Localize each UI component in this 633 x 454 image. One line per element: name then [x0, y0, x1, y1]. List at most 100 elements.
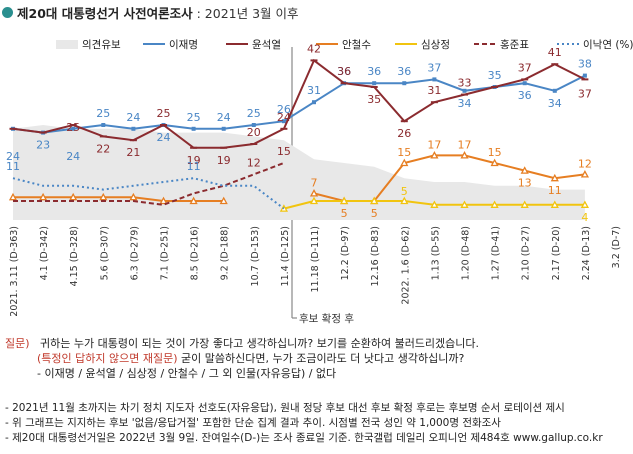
data-label-윤석열-13: 26 [397, 127, 411, 140]
question-options: - 이재명 / 윤석열 / 심상정 / 안철수 / 그 외 인물(자유응답) /… [37, 367, 337, 380]
point-이재명-7 [221, 126, 226, 131]
x-tick-label-20: 3.2 (D-7) [611, 226, 622, 268]
data-label-윤석열-12: 35 [367, 93, 381, 106]
point-안철수-1 [39, 192, 48, 201]
point-안철수-7 [219, 196, 228, 205]
x-tick-label-18: 2.17 (D-20) [551, 226, 562, 280]
x-tick-label-13: 2022. 1.6 (D-62) [400, 226, 411, 305]
question-requery: (특정인 답하지 않으면 재질문) [37, 352, 178, 365]
data-label-이재명-14: 37 [427, 61, 441, 74]
data-label-윤석열-8: 20 [247, 126, 261, 139]
x-tick-label-17: 2.10 (D-27) [521, 226, 532, 280]
point-이재명-4 [131, 126, 136, 131]
data-label-이재명-15: 34 [458, 97, 472, 110]
data-label-홍준표-9: 15 [277, 145, 291, 158]
series-line-윤석열-0 [12, 58, 586, 149]
legend-label-이재명: 이재명 [169, 39, 198, 51]
data-label-윤석열-17: 37 [518, 61, 532, 74]
data-label-윤석열-6: 19 [187, 154, 201, 167]
data-label-윤석열-18: 41 [548, 46, 562, 59]
point-이재명-13 [402, 81, 407, 86]
point-심상정-17 [520, 200, 529, 208]
data-label-이재명-4: 24 [126, 111, 140, 124]
data-label-이재명-17: 36 [518, 89, 532, 102]
data-label-안철수-10: 7 [311, 176, 318, 189]
x-tick-label-6: 8.5 (D-216) [190, 226, 201, 280]
data-label-이재명-18: 34 [548, 97, 562, 110]
data-label-윤석열-7: 19 [217, 154, 231, 167]
point-안철수-19 [580, 170, 589, 178]
data-label-윤석열-2: 25 [66, 121, 80, 134]
data-label-안철수-11: 5 [341, 207, 348, 220]
point-심상정-16 [490, 200, 499, 208]
title-subtitle: : 2021년 3월 이후 [196, 5, 299, 21]
data-label-안철수-16: 15 [488, 146, 502, 159]
data-label-이재명-0: 24 [6, 150, 20, 163]
x-tick-label-5: 7.1 (D-251) [160, 226, 171, 280]
point-이재명-18 [552, 88, 557, 93]
data-label-안철수-17: 13 [518, 177, 532, 190]
data-label-심상정-13: 5 [401, 185, 408, 198]
data-label-홍준표-8: 12 [247, 156, 261, 169]
data-label-윤석열-3: 22 [96, 142, 110, 155]
data-label-이재명-19: 38 [578, 58, 592, 71]
point-안철수-5 [159, 196, 168, 205]
data-label-이재명-8: 25 [247, 107, 261, 120]
point-안철수-3 [99, 192, 108, 201]
data-label-이재명-2: 24 [66, 150, 80, 163]
data-label-윤석열-14: 31 [427, 84, 441, 97]
data-label-이재명-5: 24 [157, 131, 171, 144]
x-tick-label-8: 10.7 (D-153) [250, 226, 261, 286]
x-tick-label-1: 4.1 (D-342) [39, 226, 50, 280]
legend-label-홍준표: 홍준표 [500, 38, 529, 51]
point-안철수-18 [550, 173, 559, 182]
x-tick-label-3: 5.6 (D-307) [99, 226, 110, 280]
candidate-confirm-annotation: 후보 확정 후 [299, 312, 354, 325]
footnote-3: - 제20대 대통령선거일은 2022년 3월 9일. 잔여일수(D-)는 조사… [5, 432, 603, 444]
point-안철수-10 [309, 189, 319, 197]
data-label-윤석열-5: 25 [157, 107, 171, 120]
x-tick-label-14: 1.13 (D-55) [430, 226, 441, 280]
question-line-2: (특정인 답하지 않으면 재질문) 굳이 말씀하신다면, 누가 조금이라도 더 … [5, 351, 479, 366]
point-심상정-15 [460, 200, 469, 208]
data-label-안철수-12: 5 [371, 207, 378, 220]
data-label-이재명-9: 26 [277, 103, 291, 116]
title-main: 제20대 대통령선거 사전여론조사 [17, 5, 193, 21]
question-line-3: - 이재명 / 윤석열 / 심상정 / 안철수 / 그 외 인물(자유응답) /… [5, 366, 479, 381]
x-tick-label-2: 4.15 (D-328) [69, 226, 80, 286]
point-안철수-16 [490, 158, 499, 167]
data-label-윤석열-15: 33 [458, 77, 472, 90]
data-label-이재명-3: 25 [96, 107, 110, 120]
point-심상정-11 [340, 196, 349, 205]
point-안철수-17 [520, 166, 529, 174]
point-안철수-2 [69, 192, 78, 201]
point-이재명-10 [312, 100, 316, 105]
x-tick-label-15: 1.20 (D-48) [461, 226, 472, 280]
legend-label-윤석열: 윤석열 [252, 39, 281, 51]
x-tick-label-0: 2021. 3.11 (D-363) [9, 226, 20, 317]
series-line-이낙연-0 [12, 177, 285, 210]
data-label-이낙연-0: 11 [6, 160, 20, 173]
x-tick-label-9: 11.4 (D-125) [280, 226, 291, 286]
point-심상정-18 [550, 200, 559, 208]
point-이재명-17 [522, 81, 527, 86]
point-심상정-10 [309, 196, 319, 205]
data-label-안철수-14: 17 [427, 138, 441, 151]
footnote-1: - 2021년 11월 초까지는 차기 정치 지도자 선호도(자유응답), 원내… [5, 402, 565, 414]
x-tick-label-11: 12.2 (D-97) [340, 226, 351, 280]
question-block: 질문) 귀하는 누가 대통령이 되는 것이 가장 좋다고 생각하십니까? 보기를… [5, 336, 479, 381]
data-label-안철수-19: 12 [578, 157, 592, 170]
data-label-이재명-12: 36 [367, 65, 381, 78]
legend-swatch-의견유보 [56, 40, 78, 49]
data-label-이재명-6: 25 [187, 111, 201, 124]
point-안철수-13 [400, 158, 409, 167]
x-tick-label-12: 12.16 (D-83) [370, 226, 381, 286]
data-label-윤석열-4: 21 [126, 146, 140, 159]
data-label-이재명-11: 36 [337, 65, 351, 78]
question-label: 질문) [5, 337, 30, 350]
point-이재명-3 [101, 123, 106, 127]
series-line-이재명-0 [12, 74, 586, 134]
point-심상정-14 [430, 200, 439, 208]
x-tick-label-16: 1.27 (D-41) [491, 226, 502, 280]
